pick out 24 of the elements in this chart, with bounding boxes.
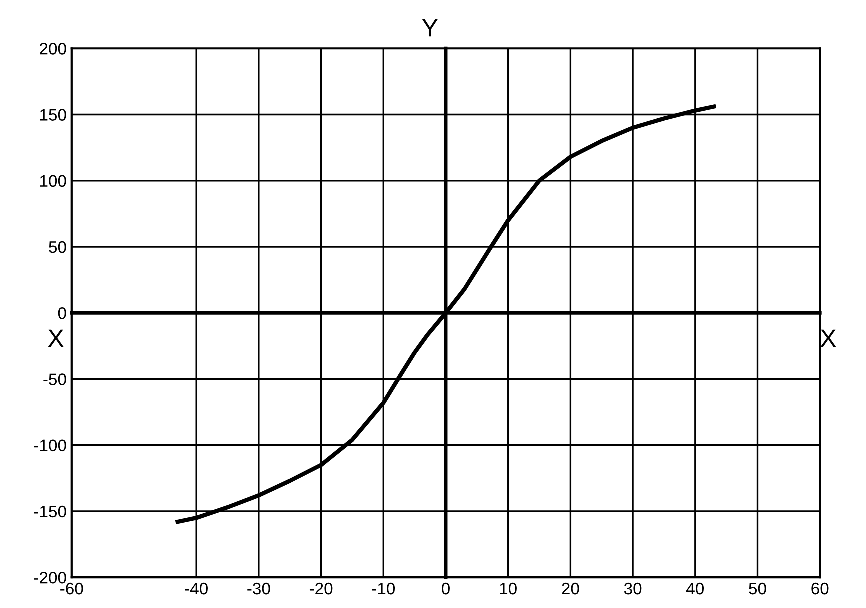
y-tick-label: 0 xyxy=(58,308,66,320)
x-tick-label: -20 xyxy=(310,582,333,595)
x-tick-label: -30 xyxy=(248,582,270,595)
x-tick-label: 10 xyxy=(500,582,517,595)
y-axis-title: Y xyxy=(422,19,438,37)
y-tick-label: 100 xyxy=(40,175,66,188)
x-tick-label: -10 xyxy=(372,582,396,595)
y-tick-label: -150 xyxy=(34,506,66,518)
y-tick-label: 200 xyxy=(40,43,66,55)
text: X xyxy=(48,330,64,348)
x-axis-title: X xyxy=(820,330,836,348)
x-tick-label: 20 xyxy=(562,582,580,595)
y-tick-label: -50 xyxy=(44,374,66,386)
x-tick-label: 40 xyxy=(686,582,704,595)
y-tick-label: 150 xyxy=(40,109,66,121)
x-tick-label: 0 xyxy=(442,582,450,595)
x-tick-label: 60 xyxy=(812,582,829,595)
y-tick-label: -200 xyxy=(34,572,66,584)
y-tick-label: 50 xyxy=(49,241,66,254)
x-tick-label: -40 xyxy=(185,582,208,595)
x-tick-label: 50 xyxy=(749,582,766,595)
x-tick-label: 30 xyxy=(624,582,642,595)
x-tick-label: -60 xyxy=(60,582,84,595)
y-tick-label: -100 xyxy=(34,440,66,452)
